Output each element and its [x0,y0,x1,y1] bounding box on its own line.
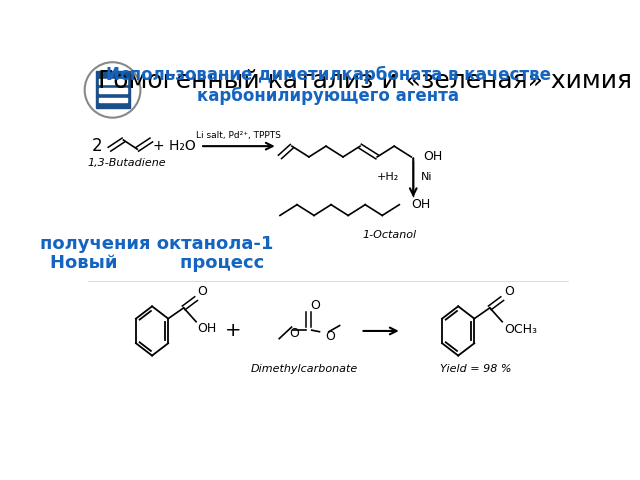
Text: 2: 2 [92,137,102,155]
Text: +H₂: +H₂ [377,172,399,182]
Text: O: O [198,285,207,298]
Text: Ni: Ni [421,172,433,182]
Text: OCH₃: OCH₃ [504,323,537,336]
Text: OH: OH [412,198,431,211]
Text: + H₂O: + H₂O [153,139,196,153]
Bar [95,72,129,108]
Text: Гомогенный катализ и «зеленая» химия: Гомогенный катализ и «зеленая» химия [98,69,632,93]
Text: O: O [290,327,300,340]
Text: OH: OH [198,322,217,335]
Bar [99,88,127,93]
Text: Dimethylcarbonate: Dimethylcarbonate [251,364,358,374]
Text: 1,3-Butadiene: 1,3-Butadiene [87,158,166,168]
Text: O: O [325,330,335,343]
Text: O: O [310,299,320,312]
Text: 1-Octanol: 1-Octanol [363,230,417,240]
Text: получения октанола-1: получения октанола-1 [40,235,273,253]
Text: Использование диметилкарбоната в качестве
карбонилирующего агента: Использование диметилкарбоната в качеств… [106,66,550,105]
Text: Новый          процесс: Новый процесс [50,254,264,272]
Text: +: + [225,322,242,340]
Bar [99,79,127,84]
Text: Li salt, Pd²⁺, TPPTS: Li salt, Pd²⁺, TPPTS [196,131,282,140]
Text: O: O [504,285,514,298]
Text: OH: OH [424,150,443,163]
Text: Yield = 98 %: Yield = 98 % [440,364,511,374]
Bar [99,97,127,102]
